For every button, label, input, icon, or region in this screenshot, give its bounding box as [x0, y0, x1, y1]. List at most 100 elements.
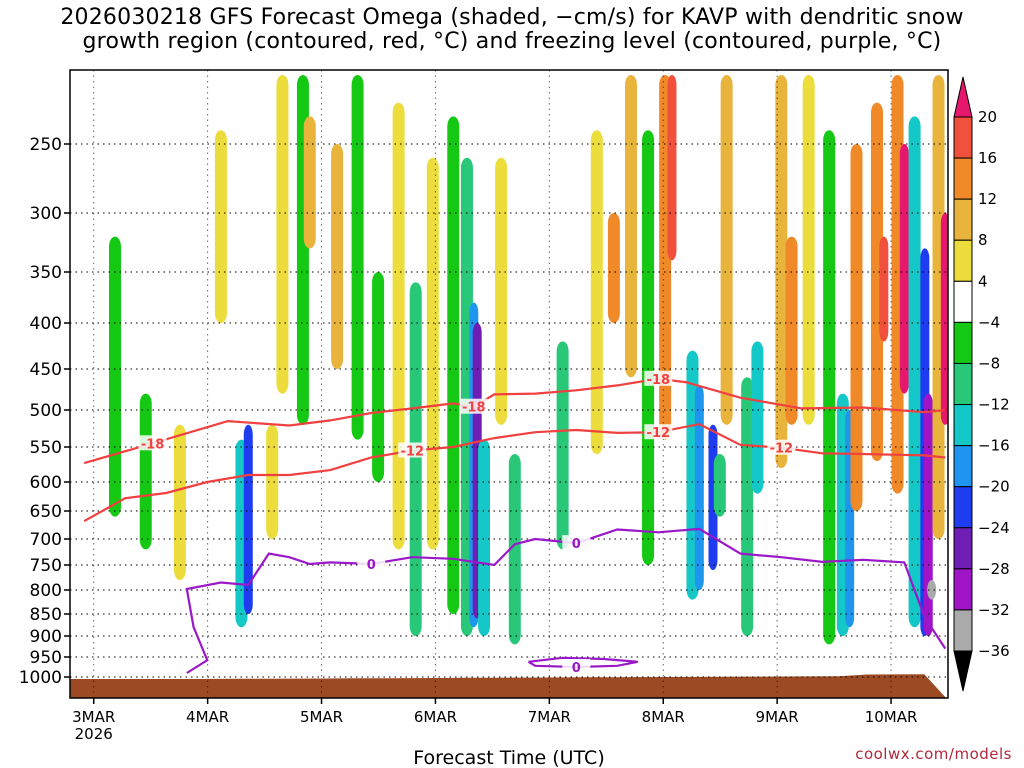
x-tick-label-9MAR: 9MAR [756, 708, 799, 726]
contour-label-bg-freezing_0-1 [562, 535, 591, 551]
x-tick-label-6MAR: 6MAR [414, 708, 457, 726]
omega-region-50 [923, 393, 933, 636]
contour-label-bg-freezing_0_loop-0 [562, 659, 591, 674]
x-tick-label-3MAR: 3MAR [72, 708, 115, 726]
colorbar-band-6 [953, 362, 973, 406]
omega-region-43 [850, 144, 863, 511]
contour-label-dgz_minus12-2: -12 [770, 442, 794, 457]
y-tick-label-700: 700 [30, 530, 62, 550]
colorbar-band-3 [953, 239, 973, 282]
colorbar-label-2: 12 [978, 190, 997, 208]
y-tick-label-500: 500 [30, 401, 62, 421]
y-tick-label-450: 450 [30, 360, 62, 380]
colorbar-band-12 [953, 609, 973, 652]
omega-region-27 [642, 130, 655, 565]
colorbar-label-7: −12 [978, 396, 1010, 414]
y-tick-label-1000: 1000 [19, 668, 62, 688]
omega-region-21 [495, 157, 508, 425]
plot-frame [69, 69, 949, 699]
colorbar-label-5: −4 [978, 313, 1000, 331]
colorbar-band-1 [953, 157, 973, 200]
omega-region-45 [879, 236, 889, 342]
omega-shading [108, 75, 948, 645]
y-tick-label-850: 850 [30, 605, 62, 625]
colorbar-band-11 [953, 568, 973, 611]
chart-title-line-1: 2026030218 GFS Forecast Omega (shaded, −… [60, 5, 964, 30]
x-axis-label: Forecast Time (UTC) [413, 747, 604, 768]
omega-region-39 [802, 75, 815, 425]
omega-region-1 [139, 393, 152, 550]
contour-label-bg-dgz_minus12-1 [644, 424, 673, 440]
chart-title: 2026030218 GFS Forecast Omega (shaded, −… [0, 6, 1024, 54]
y-tick-label-650: 650 [30, 502, 62, 522]
omega-region-37 [775, 75, 788, 468]
colorbar-band-0 [953, 116, 973, 159]
x-axis-ticks: 3MAR 4MAR 5MAR 6MAR 7MAR 8MAR 9MAR 10MAR 2026 [72, 698, 917, 743]
y-tick-label-800: 800 [30, 581, 62, 601]
contour-label-dgz_minus12-1: -12 [647, 426, 671, 441]
omega-region-15 [426, 157, 439, 550]
colorbar-label-12: −32 [978, 601, 1010, 619]
ground-fill [70, 674, 947, 698]
x-tick-label-10MAR: 10MAR [865, 708, 918, 726]
contour-label-dgz_minus18-0: -18 [141, 437, 165, 452]
contour-dgz_minus12 [83, 422, 946, 523]
omega-region-26 [624, 75, 637, 378]
y-tick-label-750: 750 [30, 556, 62, 576]
omega-region-31 [694, 385, 704, 590]
colorbar-label-6: −8 [978, 354, 1000, 372]
colorbar-band-9 [953, 486, 973, 529]
omega-region-7 [276, 75, 289, 394]
contour-label-bg-dgz_minus18-2 [644, 370, 673, 386]
contour-dgz_minus18 [83, 377, 946, 465]
x-tick-label-8MAR: 8MAR [642, 708, 685, 726]
omega-region-52 [932, 75, 945, 539]
colorbar-band-4 [953, 280, 973, 323]
omega-region-44 [871, 102, 884, 461]
colorbar-label-0: 20 [978, 108, 997, 126]
x-tick-year: 2026 [75, 725, 113, 743]
colorbar-band-7 [953, 404, 973, 447]
omega-region-24 [590, 130, 603, 454]
omega-region-10 [331, 144, 344, 369]
contour-label-bg-dgz_minus18-0 [138, 435, 167, 451]
contour-label-dgz_minus18-2: -18 [647, 373, 671, 388]
omega-region-13 [392, 102, 405, 550]
y-axis-ticks: 2503003504004505005506006507007508008509… [19, 135, 70, 688]
colorbar-band-5 [953, 321, 973, 364]
omega-region-53 [940, 213, 948, 425]
y-tick-label-900: 900 [30, 627, 62, 647]
omega-region-40 [823, 130, 836, 645]
omega-region-2 [173, 424, 186, 580]
colorbar-label-1: 16 [978, 149, 997, 167]
x-tick-label-5MAR: 5MAR [300, 708, 343, 726]
contour-label-bg-dgz_minus12-0 [398, 442, 427, 458]
omega-region-12 [372, 272, 385, 482]
credit-link[interactable]: coolwx.com/models [855, 745, 1012, 763]
x-tick-label-4MAR: 4MAR [186, 708, 229, 726]
y-tick-label-600: 600 [30, 473, 62, 493]
colorbar-band-8 [953, 445, 973, 488]
omega-region-38 [785, 236, 798, 425]
ground-layer [70, 674, 947, 698]
omega-region-34 [720, 75, 733, 425]
y-tick-label-400: 400 [30, 314, 62, 334]
colorbar-label-3: 8 [978, 231, 988, 249]
contour-label-freezing_0-1: 0 [572, 537, 581, 552]
omega-region-29 [667, 75, 677, 261]
colorbar-arrow-bottom [953, 650, 973, 692]
grid-lines [70, 70, 948, 698]
x-tick-label-7MAR: 7MAR [528, 708, 571, 726]
colorbar-band-2 [953, 198, 973, 241]
contour-freezing_0 [185, 527, 947, 674]
omega-region-3 [214, 130, 227, 323]
omega-region-0 [108, 236, 121, 517]
colorbar-label-4: 4 [978, 272, 988, 290]
contour-label-freezing_0-0: 0 [367, 558, 376, 573]
colorbar-label-8: −16 [978, 437, 1010, 455]
omega-region-47 [899, 144, 909, 394]
y-tick-label-250: 250 [30, 135, 62, 155]
colorbar-label-11: −28 [978, 560, 1010, 578]
contour-freezing_0_loop [527, 656, 639, 669]
